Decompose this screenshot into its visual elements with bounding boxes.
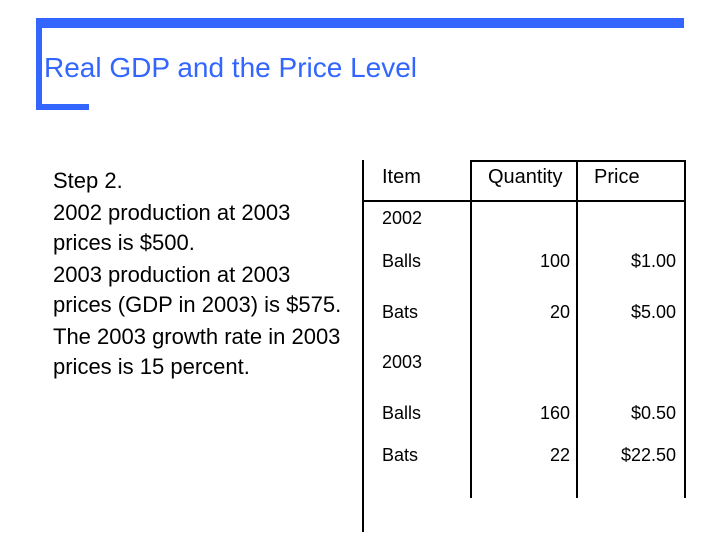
row-2003-balls-item: Balls — [382, 403, 422, 423]
year-2003-label: 2003 — [382, 352, 423, 372]
row-2002-balls-quantity: 100 — [539, 251, 570, 271]
table-divider-quantity — [576, 160, 578, 498]
table-divider-item — [470, 160, 472, 498]
slide-body: Step 2. 2002 production at 2003 prices i… — [53, 166, 353, 384]
header-item: Item — [382, 166, 421, 188]
row-2003-balls-price: $0.50 — [630, 403, 676, 423]
header-quantity: Quantity — [488, 166, 563, 188]
title-accent-bar-left — [36, 18, 42, 108]
price-quantity-table: Item Quantity Price 2002 Balls 100 $1.00… — [362, 156, 690, 532]
table-border-right — [684, 160, 686, 498]
row-2002-balls-item: Balls — [382, 251, 422, 271]
body-2003-production: 2003 production at 2003 prices (GDP in 2… — [53, 262, 342, 317]
row-2002-balls-price: $1.00 — [630, 251, 676, 271]
title-accent-bar-top — [36, 18, 684, 28]
year-2002-label: 2002 — [382, 208, 423, 228]
title-accent-bar-bottom — [36, 104, 89, 110]
row-2003-balls-quantity: 160 — [539, 403, 570, 423]
body-2002-production: 2002 production at 2003 prices is $500. — [53, 200, 291, 255]
table-border-top — [470, 160, 686, 162]
slide-title: Real GDP and the Price Level — [44, 52, 418, 83]
row-2002-bats-item: Bats — [382, 302, 419, 322]
header-price: Price — [594, 166, 640, 188]
row-2003-bats-quantity: 22 — [549, 445, 570, 465]
row-2003-bats-price: $22.50 — [620, 445, 676, 465]
row-2002-bats-price: $5.00 — [630, 302, 676, 322]
body-growth-rate: The 2003 growth rate in 2003 prices is 1… — [53, 324, 341, 379]
body-step: Step 2. — [53, 168, 123, 193]
table-header-rule — [362, 200, 686, 202]
row-2002-bats-quantity: 20 — [549, 302, 570, 322]
row-2003-bats-item: Bats — [382, 445, 419, 465]
table-border-left — [362, 160, 364, 532]
